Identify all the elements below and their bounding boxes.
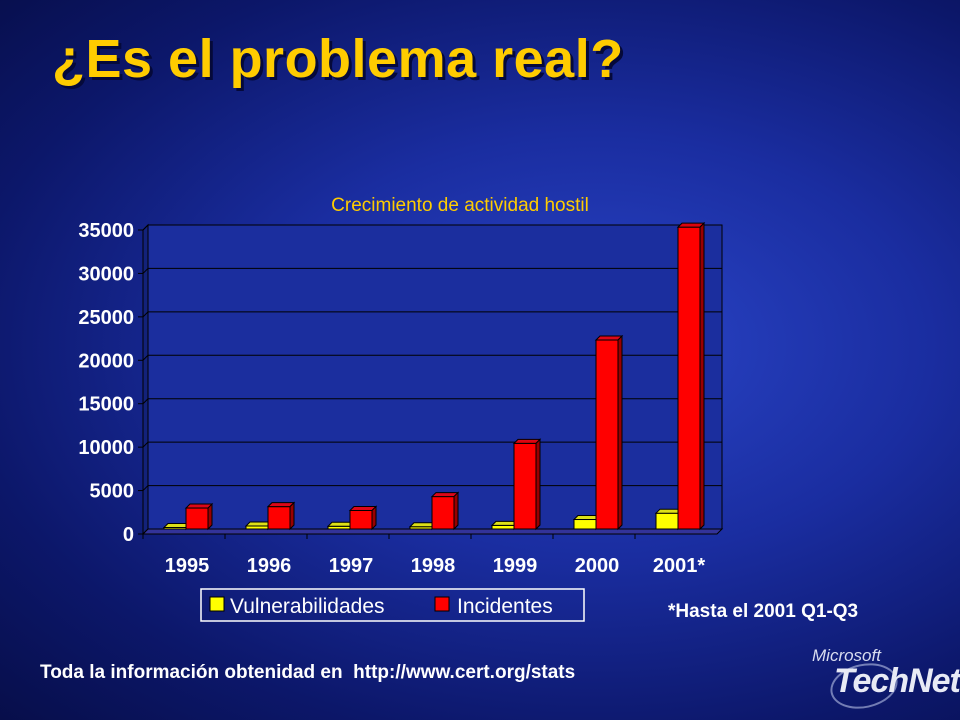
x-tick-label: 2001* [653, 555, 705, 577]
legend-swatch-vulnerabilidades [209, 596, 225, 612]
bar-front [267, 506, 291, 530]
bar-incidentes-1995 [184, 502, 214, 531]
bar-side [699, 221, 705, 531]
y-tick-label: 20000 [78, 350, 134, 372]
bar-side [617, 334, 623, 531]
legend-box [200, 588, 585, 622]
footnote: *Hasta el 2001 Q1-Q3 [668, 601, 859, 622]
plot-background [147, 224, 723, 530]
bar-front [185, 507, 209, 530]
legend-swatch-incidentes [434, 596, 450, 612]
x-tick-label: 1999 [493, 555, 538, 577]
bar-front [431, 496, 455, 530]
gridline-side [142, 354, 149, 361]
x-tick-label: 2000 [575, 555, 620, 577]
y-tick-label: 25000 [78, 307, 134, 329]
y-tick-label: 35000 [78, 220, 134, 242]
y-tick-label: 30000 [78, 263, 134, 285]
bar-vulnerabilidades-1997 [326, 521, 356, 531]
x-tick-label: 1997 [329, 555, 374, 577]
bar-front [573, 519, 597, 530]
y-tick-label: 15000 [78, 394, 134, 416]
gridline-side [142, 398, 149, 405]
bar-incidentes-2000 [594, 334, 624, 531]
bar-incidentes-1999 [512, 438, 542, 531]
bar-side [453, 491, 459, 531]
legend: Vulnerabilidades Incidentes [200, 588, 585, 622]
gridline-side [142, 268, 149, 274]
bar-front [677, 226, 701, 530]
x-tick-label: 1995 [165, 555, 210, 577]
source-footer: Toda la información obtenidad en http://… [40, 662, 576, 683]
bar-incidentes-2001* [676, 221, 706, 531]
y-tick-label: 5000 [90, 481, 135, 503]
bar-side [207, 502, 213, 531]
bar-front [349, 509, 373, 530]
gridlines [142, 224, 722, 491]
x-tick-label: 1998 [411, 555, 456, 577]
bar-front [491, 524, 515, 530]
bar-incidentes-1998 [430, 491, 460, 531]
slide-title: ¿Es el problema real? [52, 29, 624, 89]
logo-technet: TechNet [834, 662, 960, 700]
y-tick-label: 10000 [78, 437, 134, 459]
bar-incidentes-1996 [266, 501, 296, 531]
gridline-side [142, 224, 149, 231]
gridline-side [142, 441, 149, 448]
logo-microsoft: Microsoft [812, 646, 881, 665]
bar-front [513, 442, 537, 530]
y-tick-label: 0 [123, 524, 134, 546]
chart-title: Crecimiento de actividad hostil [331, 195, 589, 216]
bar-front [595, 339, 619, 530]
bar-front [655, 512, 679, 530]
bar-side [289, 501, 295, 531]
plot-area [141, 223, 724, 536]
x-axis: 1995 1996 1997 1998 1999 2000 2001* [142, 534, 705, 577]
gridline-side [142, 485, 149, 491]
y-axis: 0 5000 10000 15000 20000 25000 30000 35000 [78, 220, 143, 546]
legend-label-incidentes: Incidentes [457, 595, 553, 618]
plot-floor [141, 528, 724, 535]
legend-label-vulnerabilidades: Vulnerabilidades [230, 595, 385, 618]
bar-side [535, 438, 541, 531]
bar-incidentes-1997 [348, 505, 378, 531]
bars [162, 221, 706, 531]
gridline-side [142, 311, 149, 318]
bar-side [371, 505, 377, 531]
technet-logo: Microsoft TechNet [806, 644, 960, 715]
x-tick-label: 1996 [247, 555, 292, 577]
